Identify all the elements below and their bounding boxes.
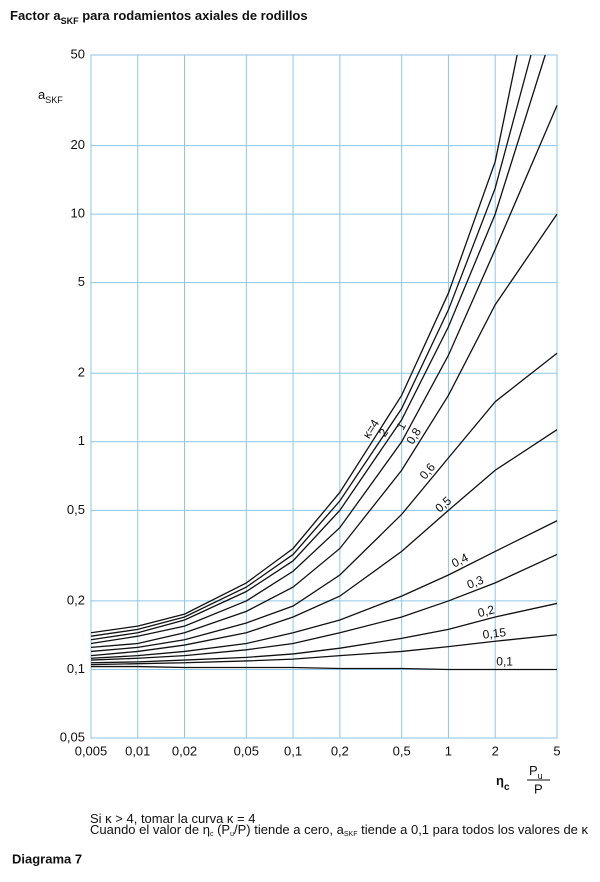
text-part: (P bbox=[213, 822, 230, 837]
x-axis-label-denominator: P bbox=[534, 781, 543, 796]
x-tick-label: 2 bbox=[492, 743, 499, 758]
y-tick-label: 20 bbox=[71, 137, 85, 152]
subscript: SKF bbox=[61, 16, 80, 26]
note: Cuando el valor de ηc (Pu/P) tiende a ce… bbox=[90, 822, 589, 838]
y-axis-label: aSKF bbox=[38, 87, 63, 105]
text-part: /P) tiende a cero, a bbox=[234, 822, 345, 837]
curve bbox=[90, 553, 558, 661]
x-axis-label-numerator: Pu bbox=[529, 763, 543, 781]
text-part: tiende a 0,1 para todos los valores de κ bbox=[357, 822, 588, 837]
note: Si κ > 4, tomar la curva κ = 4 bbox=[90, 811, 255, 826]
x-tick-label: 5 bbox=[553, 743, 560, 758]
subscript: SKF bbox=[344, 831, 358, 838]
curve bbox=[90, 634, 558, 666]
x-tick-label: 0,1 bbox=[284, 743, 302, 758]
x-tick-label: 1 bbox=[445, 743, 452, 758]
chart-title: Factor aSKF para rodamientos axiales de … bbox=[10, 8, 308, 26]
text-part: Cuando el valor de η bbox=[90, 822, 210, 837]
subscript: u bbox=[538, 771, 543, 781]
y-tick-label: 0,05 bbox=[60, 729, 85, 744]
curve-label: 0,4 bbox=[449, 550, 470, 570]
subscript: SKF bbox=[45, 95, 63, 105]
x-tick-label: 0,5 bbox=[393, 743, 411, 758]
text-part: Si κ > 4, tomar la curva κ = 4 bbox=[90, 811, 255, 826]
curve bbox=[90, 105, 558, 645]
y-tick-label: 2 bbox=[78, 365, 85, 380]
y-tick-label: 0,5 bbox=[67, 502, 85, 517]
y-tick-label: 5 bbox=[78, 274, 85, 289]
curve bbox=[90, 54, 532, 637]
subscript: c bbox=[210, 831, 214, 838]
footer: Diagrama 7 bbox=[12, 851, 82, 866]
text-part: η bbox=[496, 773, 504, 788]
curve bbox=[90, 520, 558, 659]
curve bbox=[90, 54, 518, 634]
curve-label: 0,15 bbox=[482, 625, 507, 642]
text-part: P bbox=[529, 763, 538, 778]
text-part: Factor a bbox=[10, 8, 61, 23]
curve bbox=[90, 602, 558, 664]
x-tick-label: 0,02 bbox=[172, 743, 197, 758]
subscript: u bbox=[230, 831, 234, 838]
y-tick-label: 0,1 bbox=[67, 661, 85, 676]
curve-label: 0,2 bbox=[476, 602, 496, 620]
x-tick-label: 0,05 bbox=[234, 743, 259, 758]
y-tick-label: 10 bbox=[71, 206, 85, 221]
y-tick-label: 50 bbox=[71, 46, 85, 61]
curve bbox=[90, 352, 558, 653]
curve-label: 0,3 bbox=[465, 573, 486, 592]
x-tick-label: 0,01 bbox=[125, 743, 150, 758]
curve bbox=[90, 54, 546, 641]
y-tick-label: 0,2 bbox=[67, 592, 85, 607]
subscript: c bbox=[504, 782, 510, 793]
curve bbox=[91, 665, 557, 671]
text-part: para rodamientos axiales de rodillos bbox=[79, 8, 308, 23]
curve bbox=[90, 429, 558, 657]
x-tick-label: 0,2 bbox=[331, 743, 349, 758]
plot-frame bbox=[90, 54, 558, 739]
x-axis-label: ηc bbox=[496, 773, 510, 793]
curve bbox=[90, 213, 558, 649]
x-tick-label: 0,005 bbox=[75, 743, 108, 758]
y-tick-label: 1 bbox=[78, 433, 85, 448]
text-part: a bbox=[38, 87, 46, 102]
curve-label: 0,1 bbox=[496, 655, 513, 669]
